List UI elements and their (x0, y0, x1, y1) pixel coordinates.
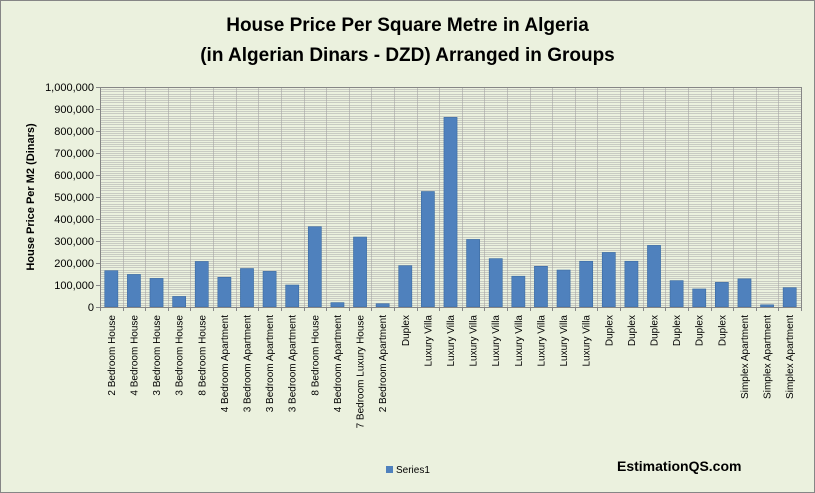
bar (624, 260, 639, 308)
x-tick-label: Luxury Villa (537, 315, 548, 367)
bar (398, 265, 413, 308)
x-tick-labels: 2 Bedroom House 4 Bedroom House 3 Bedroom … (107, 315, 796, 429)
bar (194, 261, 209, 308)
bar (579, 260, 594, 308)
x-tick-label: Luxury Villa (423, 315, 434, 367)
x-tick-label: Simplex Apartment (763, 315, 774, 399)
bar (692, 288, 707, 308)
y-tick-label: 700,000 (54, 148, 94, 160)
x-tick-label: 4 Bedroom Apartment (220, 315, 231, 412)
x-tick-label: Luxury Villa (559, 315, 570, 367)
bar (782, 287, 797, 308)
x-tick-label: 3 Bedroom House (152, 315, 163, 396)
y-tick-label: 600,000 (54, 170, 94, 182)
x-tick-label: 3 Bedroom Apartment (265, 315, 276, 412)
bar (330, 302, 345, 308)
x-tick-label: 4 Bedroom Apartment (333, 315, 344, 412)
bar (217, 276, 232, 308)
legend-label: Series1 (396, 465, 430, 476)
bar (534, 265, 548, 308)
x-tick-label: Duplex (650, 315, 661, 346)
x-tick-label: Duplex (604, 315, 615, 346)
y-tick-label: 400,000 (54, 214, 94, 226)
x-tick-label: Simplex Apartment (740, 315, 751, 399)
y-tick-label: 0 (88, 302, 94, 314)
bar (149, 278, 164, 308)
bars (104, 117, 797, 308)
bar (307, 226, 322, 308)
bar (669, 280, 684, 308)
bar (240, 268, 254, 308)
x-tick-label: 2 Bedroom House (107, 315, 118, 396)
chart-title-line-1: House Price Per Square Metre in Algeria (226, 15, 589, 36)
x-tick-label: 8 Bedroom House (197, 315, 208, 396)
axes (96, 87, 802, 311)
bar (556, 269, 571, 308)
x-tick-label: Luxury Villa (514, 315, 525, 367)
x-tick-label: 8 Bedroom House (310, 315, 321, 396)
x-tick-label: 3 Bedroom Apartment (243, 315, 254, 412)
x-tick-label: Simplex Apartment (785, 315, 796, 399)
bar (172, 296, 187, 308)
bar (601, 252, 616, 308)
y-tick-label: 300,000 (54, 236, 94, 248)
y-tick-label: 900,000 (54, 104, 94, 116)
x-tick-label: Luxury Villa (469, 315, 480, 367)
y-tick-label: 200,000 (54, 258, 94, 270)
y-axis-label: House Price Per M2 (Dinars) (25, 123, 37, 271)
bar (104, 270, 119, 308)
bar (421, 191, 435, 308)
bar (737, 278, 752, 308)
x-tick-label: Duplex (717, 315, 728, 346)
legend: Series1 (386, 465, 430, 476)
x-tick-label: Duplex (627, 315, 638, 346)
y-tick-label: 800,000 (54, 126, 94, 138)
x-tick-label: 4 Bedroom House (129, 315, 140, 396)
x-tick-label: Luxury Villa (446, 315, 457, 367)
bar (443, 117, 458, 308)
y-tick-labels: 0 100,000 200,000 300,000 400,000 500,000 600,… (45, 82, 94, 314)
x-tick-label: 3 Bedroom Apartment (288, 315, 299, 412)
x-tick-label: 7 Bedroom Luxury House (356, 315, 367, 429)
bar (511, 275, 526, 308)
bar (127, 274, 141, 308)
bar (647, 245, 661, 308)
x-tick-label: Luxury Villa (582, 315, 593, 367)
bar (488, 258, 503, 308)
bar (353, 236, 367, 308)
watermark: EstimationQS.com (617, 458, 742, 474)
x-tick-label: Luxury Villa (491, 315, 502, 367)
bar (285, 284, 300, 308)
bar (714, 282, 729, 308)
bar (466, 239, 480, 308)
bar (375, 303, 390, 308)
chart-title: House Price Per Square Metre in Algeria … (1, 11, 814, 71)
bar (760, 304, 774, 308)
x-tick-label: Duplex (672, 315, 683, 346)
x-tick-label: Duplex (695, 315, 706, 346)
x-tick-label: 2 Bedroom Apartment (378, 315, 389, 412)
y-tick-label: 500,000 (54, 192, 94, 204)
y-tick-label: 1,000,000 (45, 82, 94, 94)
legend-swatch (386, 466, 393, 473)
bar (262, 271, 277, 308)
chart-title-line-2: (in Algerian Dinars - DZD) Arranged in G… (200, 45, 615, 66)
x-tick-label: Duplex (401, 315, 412, 346)
y-tick-label: 100,000 (54, 280, 94, 292)
x-tick-label: 3 Bedroom House (175, 315, 186, 396)
